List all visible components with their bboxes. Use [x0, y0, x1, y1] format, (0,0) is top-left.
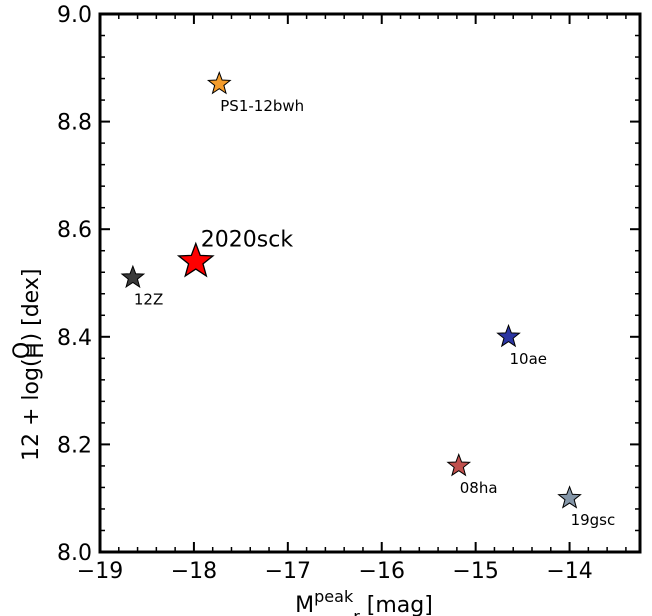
minor-ticks	[100, 14, 640, 552]
star-marker	[557, 485, 582, 509]
point-label: 19gsc	[571, 511, 616, 529]
tick-labels: −19 −18 −17 −16 −15 −14 8.0 8.2 8.4 8.6 8.8 9.0	[57, 3, 593, 584]
star-marker	[176, 241, 215, 278]
point-label: 2020sck	[201, 227, 294, 252]
y-tick-label: 8.8	[57, 111, 92, 136]
star-marker	[496, 323, 521, 348]
point-label: 12Z	[134, 291, 163, 309]
x-tick-label: −16	[359, 559, 405, 584]
y-tick-label: 8.0	[57, 541, 92, 566]
x-tick-label: −17	[265, 559, 311, 584]
y-axis-label-denominator: H	[24, 342, 49, 359]
major-ticks	[99, 13, 640, 553]
y-tick-label: 8.4	[57, 326, 92, 351]
x-tick-label: −15	[452, 559, 498, 584]
y-tick-label: 9.0	[57, 3, 92, 28]
data-points: PS1-12bwh 2020sck 12Z 10ae 08ha 19gsc	[120, 71, 616, 529]
x-tick-label: −19	[77, 559, 123, 584]
x-axis-label-main: M	[295, 593, 314, 616]
point-label: 10ae	[510, 350, 548, 368]
star-marker	[206, 71, 232, 95]
x-axis-label-unit: [mag]	[360, 593, 433, 616]
x-axis-label-sub: r	[353, 607, 360, 616]
y-axis-label-prefix: 12 + log(	[19, 358, 44, 461]
y-axis-label: 12 + log( O H ) [dex]	[10, 269, 49, 461]
x-axis-label-sup: peak	[314, 587, 354, 606]
y-axis-label-numerator: O	[10, 342, 35, 359]
point-label: PS1-12bwh	[220, 97, 304, 115]
y-tick-label: 8.2	[57, 433, 92, 458]
plot-frame	[98, 12, 642, 554]
y-axis-label-suffix: ) [dex]	[19, 269, 44, 342]
star-marker	[446, 452, 472, 477]
x-axis-label: Mpeakr [mag]	[295, 587, 433, 616]
y-tick-label: 8.6	[57, 218, 92, 243]
x-tick-label: −18	[171, 559, 217, 584]
point-label: 08ha	[460, 479, 498, 497]
x-tick-label: −14	[546, 559, 592, 584]
star-marker	[120, 264, 146, 289]
